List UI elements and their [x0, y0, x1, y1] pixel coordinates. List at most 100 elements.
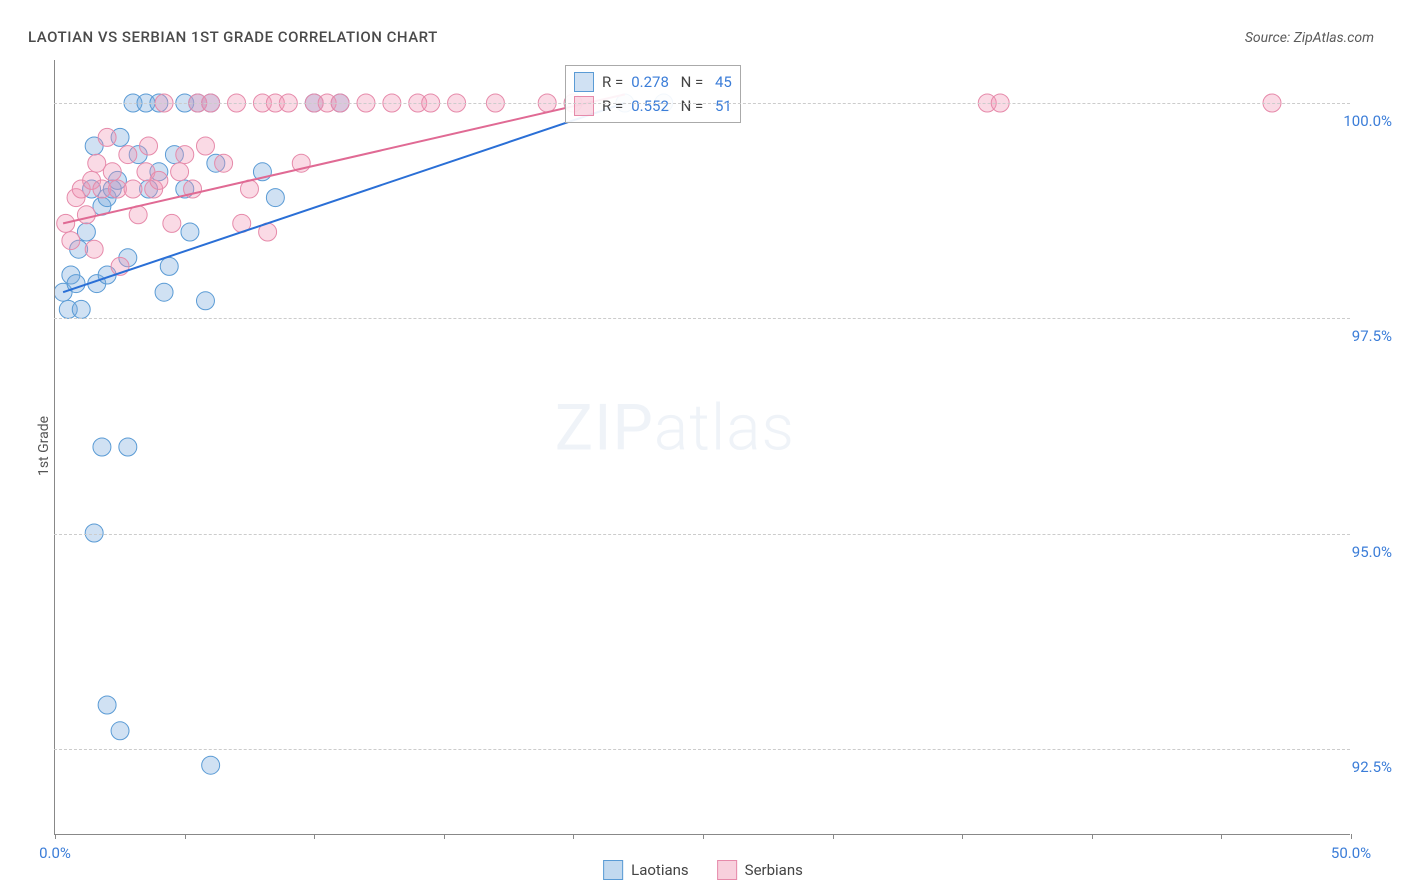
stat-n-label: N = [677, 73, 703, 91]
data-point [93, 180, 111, 198]
x-tick [962, 834, 963, 839]
y-axis-label: 1st Grade [36, 416, 52, 476]
legend-swatch [603, 860, 623, 880]
y-tick-label: 97.5% [1352, 327, 1392, 345]
x-tick [833, 834, 834, 839]
data-point [176, 146, 194, 164]
x-tick-label: 50.0% [1331, 844, 1371, 862]
data-point [70, 240, 88, 258]
legend-swatch [717, 860, 737, 880]
y-tick-label: 92.5% [1352, 758, 1392, 776]
stat-swatch [574, 96, 594, 116]
data-point [119, 146, 137, 164]
stat-r-label: R = [602, 97, 623, 115]
x-tick [1221, 834, 1222, 839]
data-point [85, 137, 103, 155]
data-point [72, 180, 90, 198]
source-label: Source: ZipAtlas.com [1245, 30, 1374, 46]
data-point [233, 214, 251, 232]
data-point [119, 249, 137, 267]
data-point [111, 128, 129, 146]
data-point [108, 171, 126, 189]
data-point [93, 197, 111, 215]
data-point [160, 257, 178, 275]
chart-container: LAOTIAN VS SERBIAN 1ST GRADE CORRELATION… [0, 0, 1406, 892]
data-point [67, 275, 85, 293]
x-tick [55, 834, 56, 839]
data-point [181, 223, 199, 241]
data-point [266, 189, 284, 207]
x-tick [444, 834, 445, 839]
data-point [88, 275, 106, 293]
data-point [140, 180, 158, 198]
stat-n-value: 45 [711, 73, 732, 91]
data-point [59, 300, 77, 318]
stat-r-label: R = [602, 73, 623, 91]
data-point [150, 171, 168, 189]
gridline-h [54, 749, 1350, 750]
stats-legend-box: R = 0.278 N = 45 R = 0.552 N = 51 [565, 65, 741, 123]
data-point [55, 283, 72, 301]
data-point [163, 214, 181, 232]
trend-line [63, 94, 625, 223]
legend-label: Laotians [631, 861, 689, 879]
data-point [202, 756, 220, 774]
data-point [85, 240, 103, 258]
stat-swatch [574, 72, 594, 92]
data-point [62, 266, 80, 284]
stat-r-value: 0.552 [631, 97, 669, 115]
data-point [98, 266, 116, 284]
x-tick [703, 834, 704, 839]
data-point [98, 696, 116, 714]
data-point [62, 232, 80, 250]
x-tick [185, 834, 186, 839]
data-point [88, 154, 106, 172]
legend-item: Laotians [603, 860, 689, 880]
data-point [57, 214, 75, 232]
data-point [259, 223, 277, 241]
data-point [93, 438, 111, 456]
x-tick [314, 834, 315, 839]
data-point [72, 300, 90, 318]
data-point [155, 283, 173, 301]
gridline-h [54, 103, 1350, 104]
x-tick [573, 834, 574, 839]
data-point [165, 146, 183, 164]
legend-label: Serbians [745, 861, 803, 879]
data-point [77, 206, 95, 224]
data-point [140, 137, 158, 155]
data-point [124, 180, 142, 198]
stat-row: R = 0.278 N = 45 [574, 70, 732, 94]
trend-line [63, 103, 625, 292]
data-point [129, 206, 147, 224]
data-point [83, 180, 101, 198]
data-point [207, 154, 225, 172]
data-point [150, 163, 168, 181]
x-tick [1092, 834, 1093, 839]
data-point [111, 722, 129, 740]
x-tick [1351, 834, 1352, 839]
data-point [196, 292, 214, 310]
data-point [103, 163, 121, 181]
data-point [145, 180, 163, 198]
plot-area: 0.0%50.0% [54, 60, 1350, 835]
data-point [215, 154, 233, 172]
data-point [196, 137, 214, 155]
data-point [253, 163, 271, 181]
data-point [77, 223, 95, 241]
data-point [103, 180, 121, 198]
data-point [83, 171, 101, 189]
gridline-h [54, 318, 1350, 319]
data-point [108, 180, 126, 198]
legend-bottom: Laotians Serbians [603, 860, 803, 880]
data-point [184, 180, 202, 198]
y-tick-label: 100.0% [1343, 112, 1392, 130]
legend-item: Serbians [717, 860, 803, 880]
data-point [67, 189, 85, 207]
data-point [176, 180, 194, 198]
data-point [137, 163, 155, 181]
data-point [240, 180, 258, 198]
data-point [98, 128, 116, 146]
data-point [111, 257, 129, 275]
stat-n-value: 51 [711, 97, 732, 115]
